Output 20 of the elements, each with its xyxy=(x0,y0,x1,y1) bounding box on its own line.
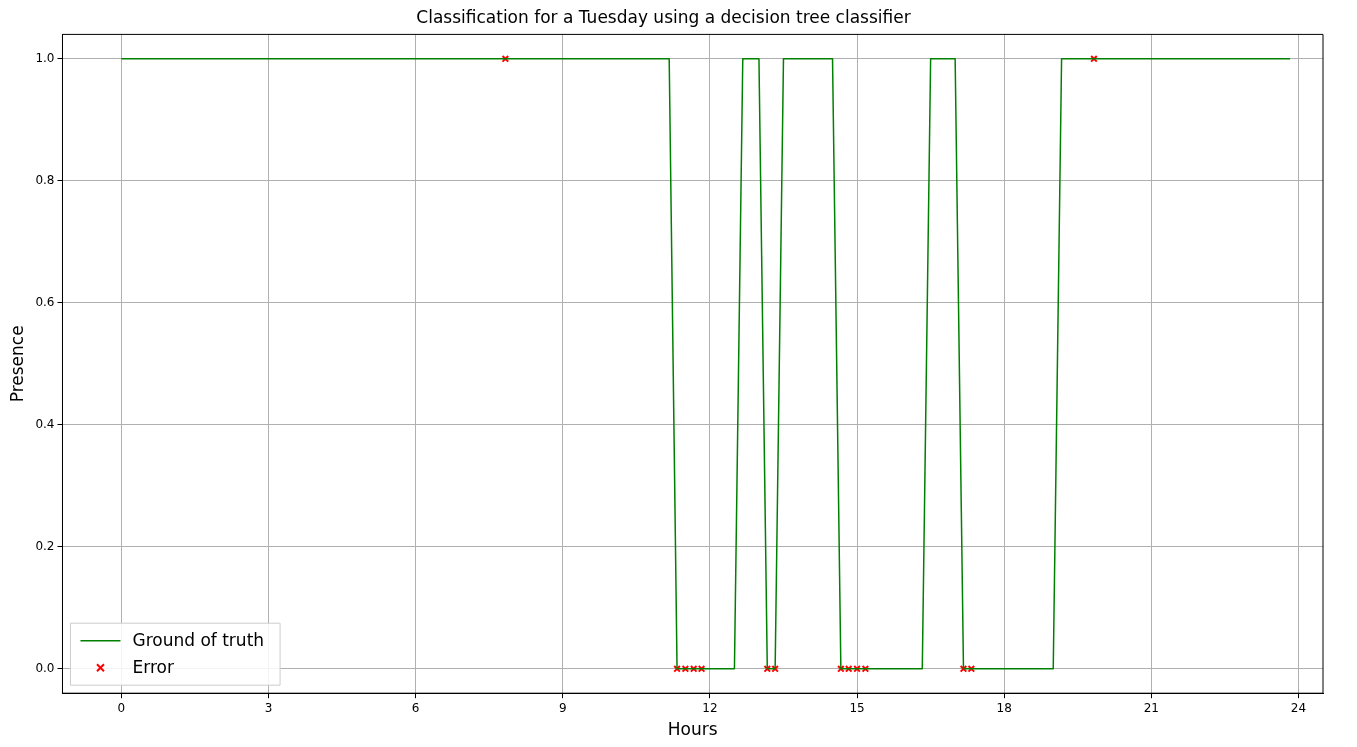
y-tick-label: 0.4 xyxy=(35,416,55,431)
x-tick-label: 6 xyxy=(411,700,420,715)
x-axis-title: Hours xyxy=(667,719,718,740)
y-tick-label: 0.0 xyxy=(35,660,55,675)
chart-title: Classification for a Tuesday using a decision tree classifier xyxy=(416,6,911,27)
x-tick-label: 21 xyxy=(1143,700,1159,715)
x-tick-label: 0 xyxy=(117,700,126,715)
x-tick-label: 18 xyxy=(996,700,1012,715)
x-tick-label: 9 xyxy=(558,700,567,715)
y-tick-label: 0.8 xyxy=(35,172,55,187)
x-tick-label: 15 xyxy=(849,700,865,715)
y-axis-title: Presence xyxy=(6,325,27,403)
y-tick-label: 0.6 xyxy=(35,294,55,309)
x-tick-label: 12 xyxy=(702,700,718,715)
legend-label: Ground of truth xyxy=(132,630,265,651)
y-tick-label: 1.0 xyxy=(35,50,55,65)
x-tick-label: 24 xyxy=(1290,700,1307,715)
y-tick-label: 0.2 xyxy=(35,538,55,553)
legend-label: Error xyxy=(132,657,174,678)
x-tick-label: 3 xyxy=(264,700,273,715)
